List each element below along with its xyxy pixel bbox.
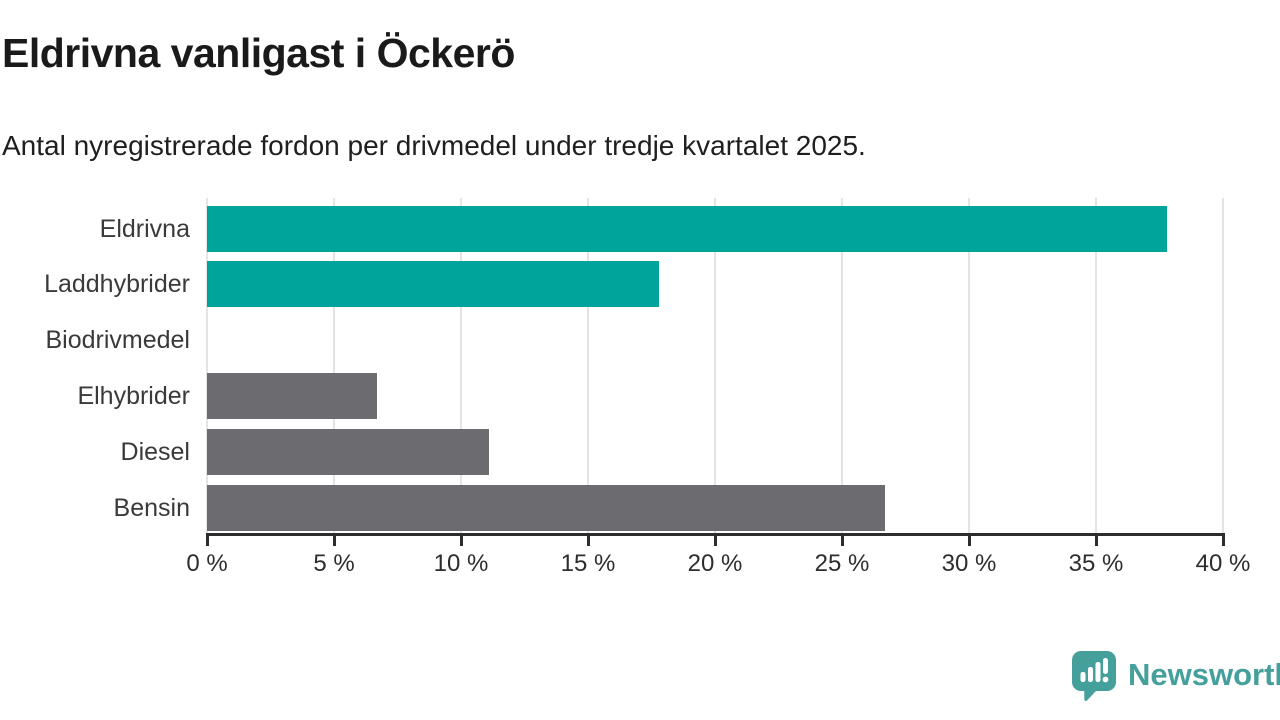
category-label-biodrivmedel: Biodrivmedel <box>45 326 190 355</box>
x-axis-tick-label-0: 0 % <box>186 550 228 577</box>
bar-elhybrider <box>207 372 378 419</box>
gridline-20-percent <box>714 198 716 533</box>
x-axis-tick-30 <box>968 536 971 546</box>
newsworthy-wordmark: Newsworthy <box>1128 657 1280 692</box>
x-axis-tick-0 <box>206 536 209 546</box>
x-axis-tick-20 <box>714 536 717 546</box>
x-axis-tick-label-25: 25 % <box>814 550 870 577</box>
category-label-elhybrider: Elhybrider <box>77 381 190 410</box>
x-axis-tick-25 <box>841 536 844 546</box>
chart-subtitle: Antal nyregistrerade fordon per drivmede… <box>2 130 866 161</box>
x-axis-tick-label-15: 15 % <box>560 550 616 577</box>
bar-chart-speech-bubble-icon <box>1072 651 1116 701</box>
x-axis-tick-label-10: 10 % <box>433 550 489 577</box>
newsworthy-logo[interactable]: Newsworthy <box>1070 649 1280 701</box>
bar-laddhybrider <box>207 261 660 308</box>
x-axis-tick-40 <box>1222 536 1225 546</box>
gridline-35-percent <box>1095 198 1097 533</box>
gridline-15-percent <box>587 198 589 533</box>
gridline-5-percent <box>333 198 335 533</box>
gridline-10-percent <box>460 198 462 533</box>
x-axis-tick-15 <box>587 536 590 546</box>
gridline-0-percent <box>206 198 208 533</box>
chart-title: Eldrivna vanligast i Öckerö <box>2 30 515 76</box>
category-label-laddhybrider: Laddhybrider <box>44 270 190 299</box>
bar-diesel <box>207 428 489 475</box>
x-axis-tick-label-40: 40 % <box>1195 550 1251 577</box>
category-label-bensin: Bensin <box>113 493 190 522</box>
gridline-25-percent <box>841 198 843 533</box>
x-axis-tick-5 <box>333 536 336 546</box>
x-axis-tick-label-35: 35 % <box>1068 550 1124 577</box>
x-axis-tick-35 <box>1095 536 1098 546</box>
x-axis-tick-label-5: 5 % <box>313 550 355 577</box>
x-axis-line <box>206 533 1225 536</box>
gridline-40-percent <box>1222 198 1224 533</box>
bar-eldrivna <box>207 205 1168 252</box>
bar-bensin <box>207 484 886 531</box>
x-axis-tick-10 <box>460 536 463 546</box>
category-label-eldrivna: Eldrivna <box>99 214 190 243</box>
x-axis-tick-label-20: 20 % <box>687 550 743 577</box>
x-axis-tick-label-30: 30 % <box>941 550 997 577</box>
category-label-diesel: Diesel <box>120 437 190 466</box>
gridline-30-percent <box>968 198 970 533</box>
